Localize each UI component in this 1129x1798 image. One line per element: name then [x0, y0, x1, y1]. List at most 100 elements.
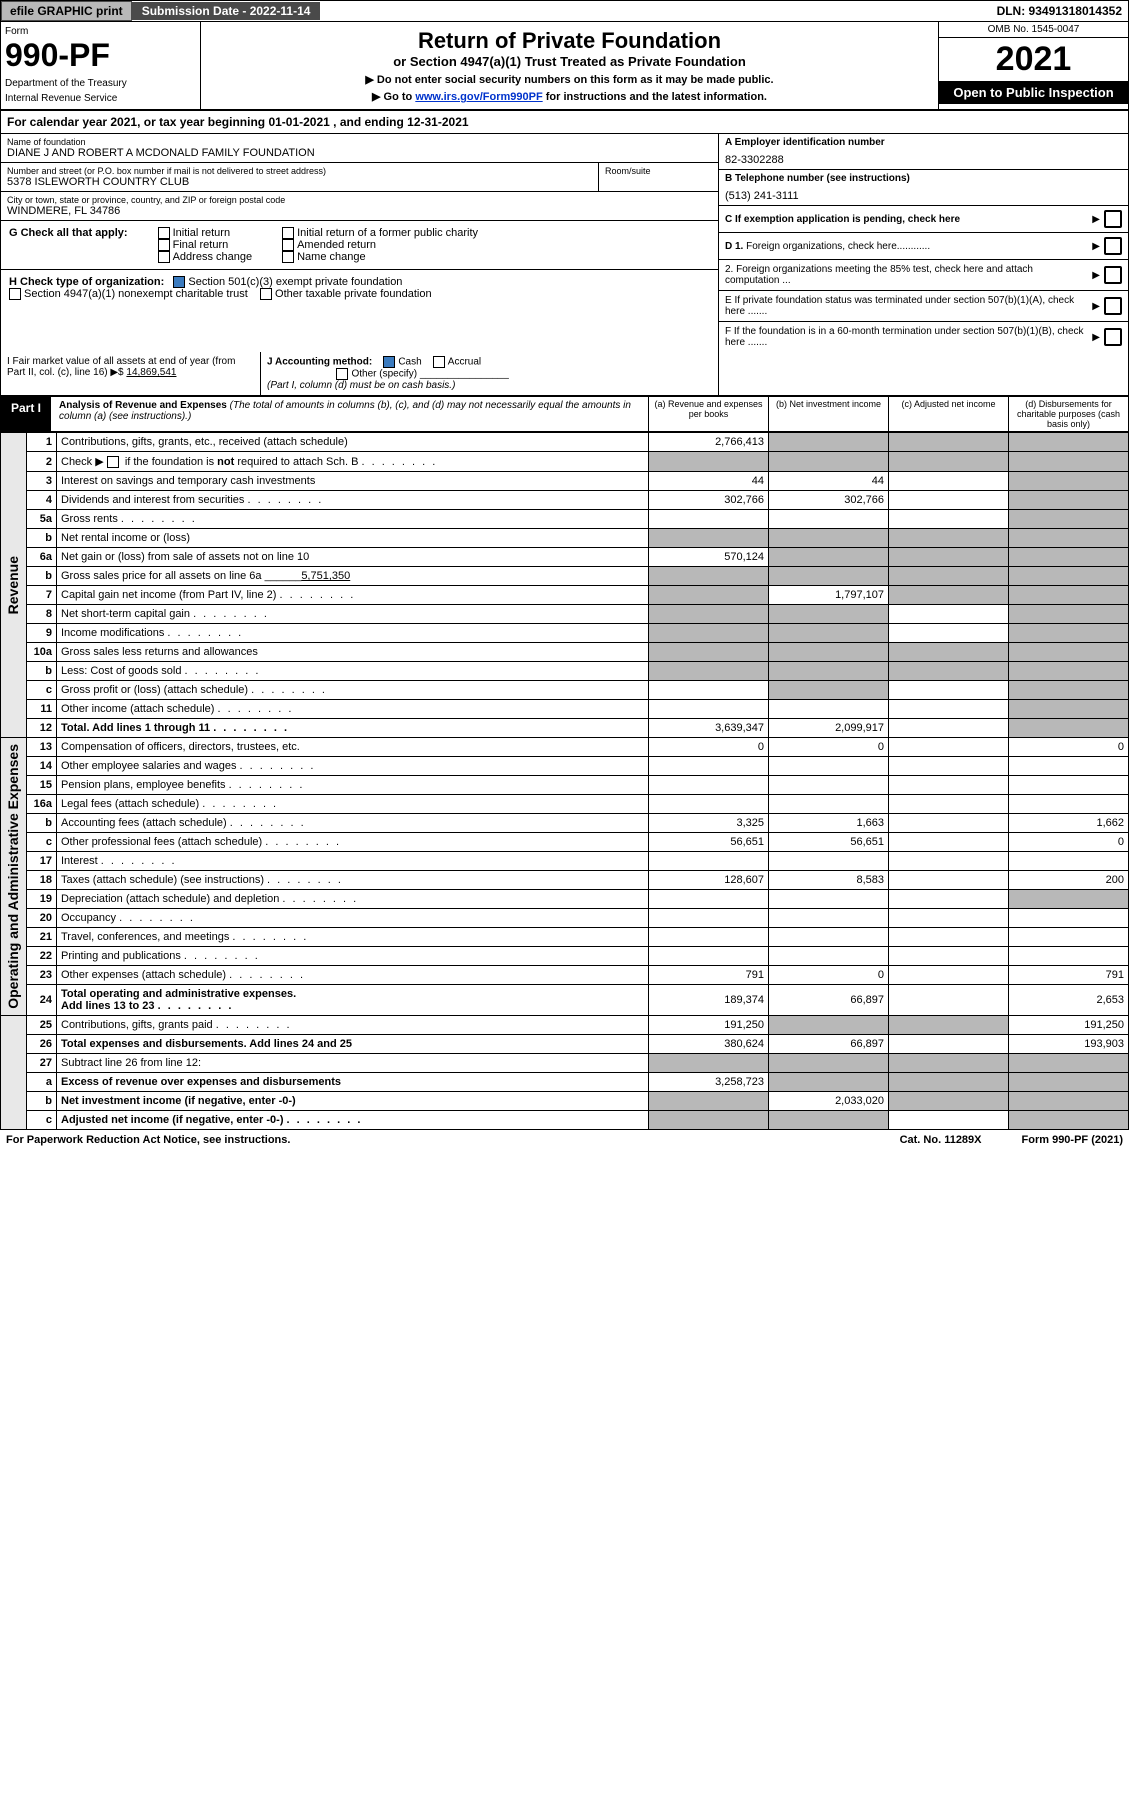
other-method-checkbox[interactable] [336, 368, 348, 380]
c-checkbox[interactable] [1104, 210, 1122, 228]
row-7: 7Capital gain net income (from Part IV, … [1, 586, 1129, 605]
4947a1-checkbox[interactable] [9, 288, 21, 300]
row-20: 20Occupancy [1, 909, 1129, 928]
col-b-header: (b) Net investment income [768, 397, 888, 431]
row-23: 23Other expenses (attach schedule) 79107… [1, 966, 1129, 985]
col-d-header: (d) Disbursements for charitable purpose… [1008, 397, 1128, 431]
j-accounting-box: J Accounting method: Cash Accrual Other … [261, 352, 718, 395]
d2-row: 2. Foreign organizations meeting the 85%… [719, 260, 1128, 291]
instructions-link[interactable]: www.irs.gov/Form990PF [415, 91, 542, 103]
top-bar: efile GRAPHIC print Submission Date - 20… [0, 0, 1129, 22]
dept-treasury: Department of the Treasury [5, 78, 196, 89]
f-row: F If the foundation is in a 60-month ter… [719, 322, 1128, 352]
row-19: 19Depreciation (attach schedule) and dep… [1, 890, 1129, 909]
row-25: 25Contributions, gifts, grants paid 191,… [1, 1016, 1129, 1035]
row-27: 27Subtract line 26 from line 12: [1, 1054, 1129, 1073]
row-11: 11Other income (attach schedule) [1, 700, 1129, 719]
amended-return-checkbox[interactable] [282, 239, 294, 251]
col-a-header: (a) Revenue and expenses per books [648, 397, 768, 431]
submission-date: Submission Date - 2022-11-14 [132, 2, 321, 20]
ssn-warning: ▶ Do not enter social security numbers o… [207, 73, 932, 86]
row-18: 18Taxes (attach schedule) (see instructi… [1, 871, 1129, 890]
initial-return-checkbox[interactable] [158, 227, 170, 239]
fmv-value: 14,869,541 [126, 367, 176, 378]
row-16b: bAccounting fees (attach schedule) 3,325… [1, 814, 1129, 833]
row-16c: cOther professional fees (attach schedul… [1, 833, 1129, 852]
city-box: City or town, state or province, country… [1, 192, 718, 221]
row-1: Revenue 1Contributions, gifts, grants, e… [1, 433, 1129, 452]
phone-box: B Telephone number (see instructions) (5… [719, 170, 1128, 206]
irs-label: Internal Revenue Service [5, 93, 196, 104]
g-check-row: G Check all that apply: Initial return F… [1, 221, 718, 270]
final-return-checkbox[interactable] [158, 239, 170, 251]
form-subtitle: or Section 4947(a)(1) Trust Treated as P… [207, 54, 932, 69]
row-27b: bNet investment income (if negative, ent… [1, 1092, 1129, 1111]
phone-value: (513) 241-3111 [725, 190, 1122, 202]
accrual-checkbox[interactable] [433, 356, 445, 368]
other-taxable-checkbox[interactable] [260, 288, 272, 300]
row-27c: cAdjusted net income (if negative, enter… [1, 1111, 1129, 1130]
street-address: 5378 ISLEWORTH COUNTRY CLUB [7, 176, 592, 188]
d1-checkbox[interactable] [1104, 237, 1122, 255]
h-row: H Check type of organization: Section 50… [1, 270, 718, 306]
cat-no: Cat. No. 11289X [900, 1134, 982, 1146]
i-fmv-box: I Fair market value of all assets at end… [1, 352, 261, 395]
cash-checkbox[interactable] [383, 356, 395, 368]
row-26: 26Total expenses and disbursements. Add … [1, 1035, 1129, 1054]
row-14: 14Other employee salaries and wages [1, 757, 1129, 776]
row-13: Operating and Administrative Expenses 13… [1, 738, 1129, 757]
part1-title: Analysis of Revenue and Expenses [59, 400, 227, 411]
row-6a: 6aNet gain or (loss) from sale of assets… [1, 548, 1129, 567]
sch-b-checkbox[interactable] [107, 456, 119, 468]
e-row: E If private foundation status was termi… [719, 291, 1128, 322]
f-checkbox[interactable] [1104, 328, 1122, 346]
instructions-line: ▶ Go to www.irs.gov/Form990PF for instru… [207, 90, 932, 103]
row-10b: bLess: Cost of goods sold [1, 662, 1129, 681]
part1-label: Part I [1, 397, 51, 431]
g-label: G Check all that apply: [9, 227, 128, 263]
expenses-side-label: Operating and Administrative Expenses [5, 744, 21, 1009]
name-change-checkbox[interactable] [282, 251, 294, 263]
form-number: 990-PF [5, 37, 196, 74]
row-8: 8Net short-term capital gain [1, 605, 1129, 624]
row-16a: 16aLegal fees (attach schedule) [1, 795, 1129, 814]
address-change-checkbox[interactable] [158, 251, 170, 263]
col-c-header: (c) Adjusted net income [888, 397, 1008, 431]
dln: DLN: 93491318014352 [997, 4, 1128, 18]
calendar-year-line: For calendar year 2021, or tax year begi… [0, 111, 1129, 134]
part1-table: Revenue 1Contributions, gifts, grants, e… [0, 432, 1129, 1130]
row-27a: aExcess of revenue over expenses and dis… [1, 1073, 1129, 1092]
tax-year: 2021 [939, 38, 1128, 81]
d2-checkbox[interactable] [1104, 266, 1122, 284]
omb-number: OMB No. 1545-0047 [939, 22, 1128, 38]
e-checkbox[interactable] [1104, 297, 1122, 315]
row-9: 9Income modifications [1, 624, 1129, 643]
initial-former-checkbox[interactable] [282, 227, 294, 239]
row-5a: 5aGross rents [1, 510, 1129, 529]
open-to-public: Open to Public Inspection [939, 81, 1128, 104]
501c3-checkbox[interactable] [173, 276, 185, 288]
form-title: Return of Private Foundation [207, 28, 932, 54]
d1-row: D 1. Foreign organizations, check here..… [719, 233, 1128, 260]
city-state-zip: WINDMERE, FL 34786 [7, 205, 712, 217]
row-10a: 10aGross sales less returns and allowanc… [1, 643, 1129, 662]
row-15: 15Pension plans, employee benefits [1, 776, 1129, 795]
revenue-side-label: Revenue [5, 556, 21, 614]
row-6b: bGross sales price for all assets on lin… [1, 567, 1129, 586]
row-12: 12Total. Add lines 1 through 11 3,639,34… [1, 719, 1129, 738]
efile-print-button[interactable]: efile GRAPHIC print [1, 1, 132, 21]
row-21: 21Travel, conferences, and meetings [1, 928, 1129, 947]
row-3: 3Interest on savings and temporary cash … [1, 472, 1129, 491]
ein-box: A Employer identification number 82-3302… [719, 134, 1128, 170]
c-exemption-row: C If exemption application is pending, c… [719, 206, 1128, 233]
footer: For Paperwork Reduction Act Notice, see … [0, 1130, 1129, 1150]
row-17: 17Interest [1, 852, 1129, 871]
row-22: 22Printing and publications [1, 947, 1129, 966]
part1-header: Part I Analysis of Revenue and Expenses … [0, 397, 1129, 432]
form-header: Form 990-PF Department of the Treasury I… [0, 22, 1129, 111]
address-box: Number and street (or P.O. box number if… [1, 163, 598, 192]
row-4: 4Dividends and interest from securities … [1, 491, 1129, 510]
row-24: 24Total operating and administrative exp… [1, 985, 1129, 1016]
form-ref: Form 990-PF (2021) [1022, 1134, 1123, 1146]
row-10c: cGross profit or (loss) (attach schedule… [1, 681, 1129, 700]
